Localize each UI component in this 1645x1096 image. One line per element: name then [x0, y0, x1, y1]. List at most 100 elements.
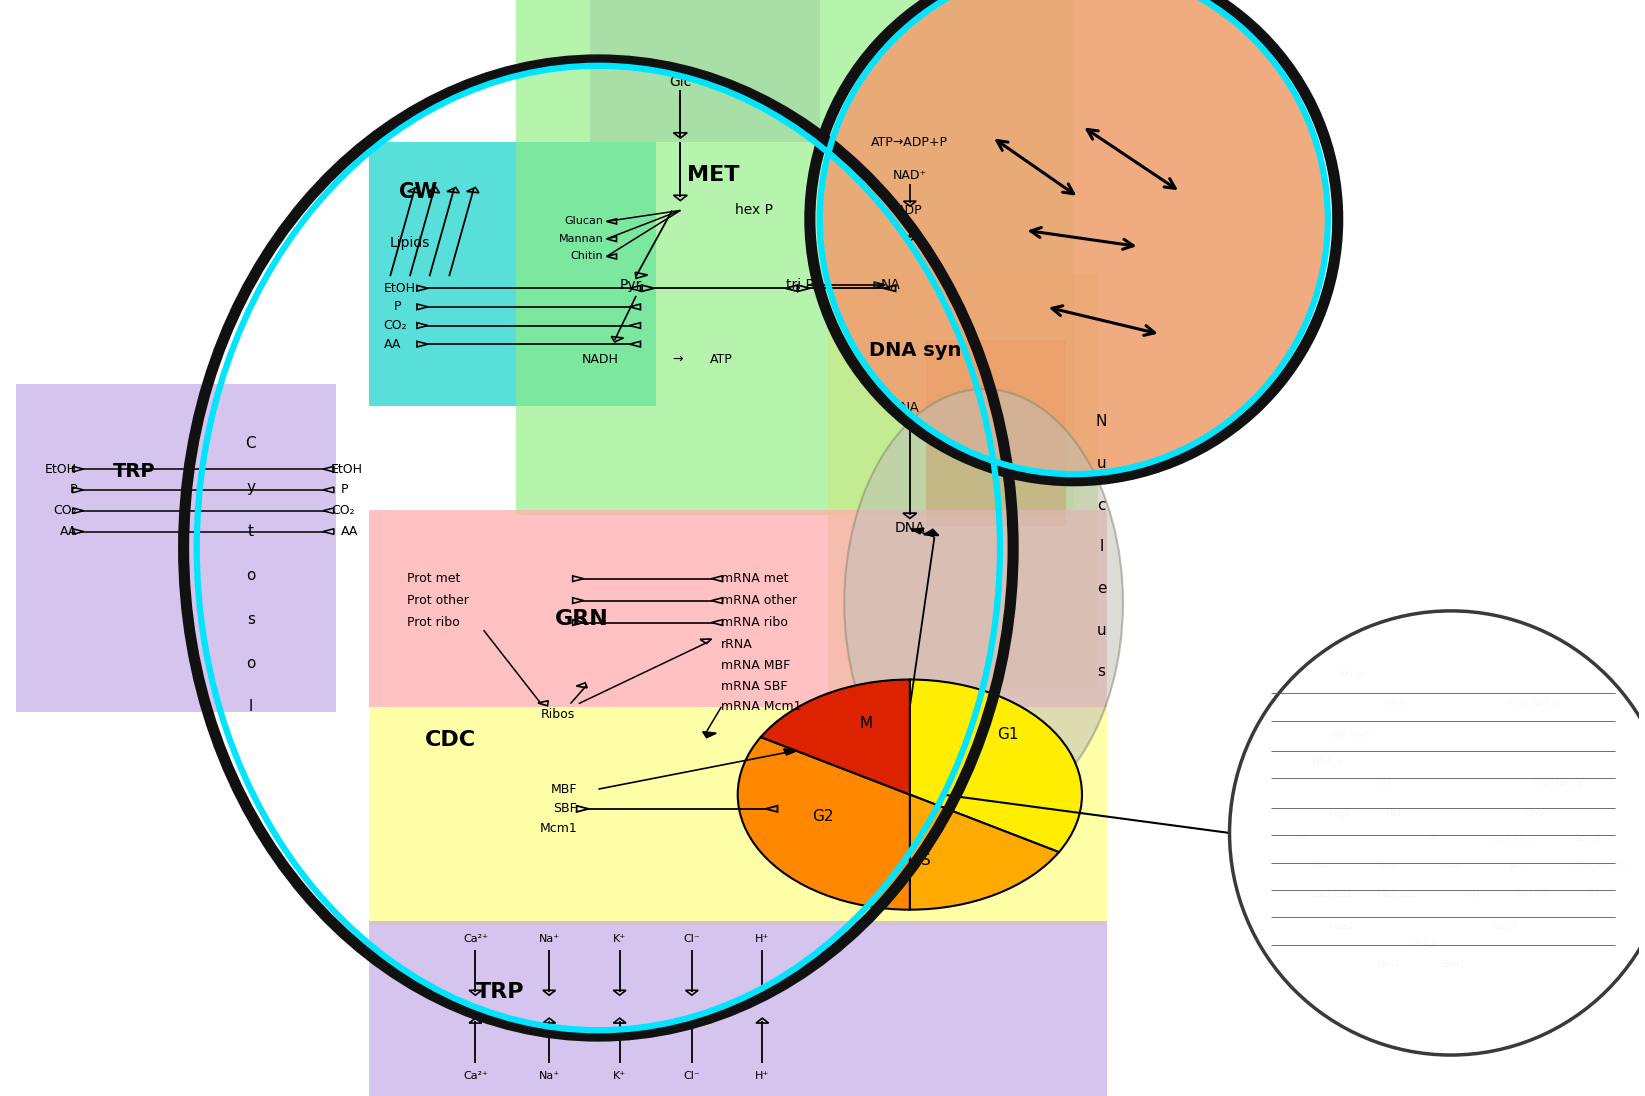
- Text: Na⁺: Na⁺: [538, 1071, 559, 1082]
- Text: c: c: [1097, 498, 1105, 513]
- Text: ADP: ADP: [897, 204, 923, 217]
- Text: TRP: TRP: [475, 982, 525, 1002]
- Text: G1: G1: [997, 727, 1018, 742]
- Text: Clb3_Sic1: Clb3_Sic1: [1311, 889, 1352, 898]
- Ellipse shape: [844, 389, 1124, 817]
- Text: EtOH: EtOH: [44, 463, 77, 476]
- Text: y: y: [247, 480, 255, 495]
- Bar: [368, 707, 1107, 926]
- Text: Cln3: Cln3: [1385, 699, 1405, 708]
- Text: Cln2_Far1_p: Cln2_Far1_p: [1533, 779, 1584, 788]
- Text: EtOH: EtOH: [383, 282, 416, 295]
- Text: Cdc14: Cdc14: [1492, 922, 1518, 931]
- Wedge shape: [910, 795, 1059, 910]
- Text: Cl⁻: Cl⁻: [683, 1071, 701, 1082]
- Text: Cl⁻: Cl⁻: [683, 934, 701, 945]
- Text: CW: CW: [400, 182, 438, 202]
- Text: Sic1: Sic1: [1508, 861, 1525, 870]
- Text: mRNA ribo: mRNA ribo: [721, 616, 788, 629]
- Text: Clb5_Sic1_Hp: Clb5_Sic1_Hp: [1574, 861, 1630, 870]
- Ellipse shape: [819, 0, 1328, 475]
- Bar: [368, 510, 1107, 707]
- Text: Sic1_p: Sic1_p: [1574, 834, 1601, 843]
- Text: Mihi1: Mihi1: [1377, 960, 1400, 969]
- Text: u: u: [1097, 623, 1107, 638]
- Wedge shape: [760, 680, 910, 795]
- Text: AA: AA: [59, 525, 77, 538]
- Bar: [926, 340, 1066, 526]
- Bar: [827, 274, 1099, 690]
- Bar: [591, 0, 819, 142]
- Text: l: l: [1099, 539, 1104, 555]
- Polygon shape: [783, 749, 796, 755]
- Text: MBF: MBF: [551, 783, 577, 796]
- Wedge shape: [737, 737, 910, 910]
- Text: Cln2: Cln2: [1374, 779, 1393, 788]
- Bar: [368, 142, 656, 406]
- Text: mRNA other: mRNA other: [721, 594, 798, 607]
- Text: Pyr: Pyr: [620, 278, 642, 292]
- Polygon shape: [911, 528, 924, 534]
- Text: Mcm1: Mcm1: [1328, 922, 1354, 931]
- Text: Hog1: Hog1: [1459, 889, 1480, 898]
- Wedge shape: [910, 680, 1082, 853]
- Text: Lipids: Lipids: [390, 237, 429, 250]
- Text: CO₂: CO₂: [331, 504, 355, 517]
- Text: GRN: GRN: [554, 609, 609, 629]
- Text: e: e: [1097, 581, 1107, 596]
- Text: DNA syn: DNA syn: [869, 341, 961, 361]
- Text: s: s: [1097, 664, 1105, 680]
- Text: Clb5_Sic1: Clb5_Sic1: [1492, 834, 1533, 843]
- Text: M: M: [859, 716, 872, 731]
- Text: K⁺: K⁺: [614, 1071, 627, 1082]
- Text: SBF: SBF: [553, 802, 577, 815]
- Text: Mcm1: Mcm1: [540, 822, 577, 835]
- Bar: [16, 384, 336, 712]
- Text: s: s: [247, 612, 255, 627]
- Text: Whi5_p: Whi5_p: [1311, 757, 1342, 766]
- Polygon shape: [924, 529, 939, 536]
- Text: SBF_Wn5: SBF_Wn5: [1331, 730, 1370, 739]
- Text: N: N: [1096, 414, 1107, 430]
- Text: MBF: MBF: [1385, 809, 1403, 818]
- Text: CO₂: CO₂: [383, 319, 408, 332]
- Text: Glucan: Glucan: [564, 216, 604, 227]
- Ellipse shape: [1229, 610, 1645, 1055]
- Text: CO₂: CO₂: [53, 504, 77, 517]
- Text: H⁺: H⁺: [755, 1071, 770, 1082]
- Text: Mannan: Mannan: [559, 233, 604, 244]
- Text: hex P: hex P: [735, 204, 773, 217]
- Text: NA: NA: [900, 401, 920, 414]
- Text: mRNA SBF: mRNA SBF: [721, 680, 788, 693]
- Text: Sic1_Hp: Sic1_Hp: [1517, 889, 1550, 898]
- Text: Clb2_Sic1: Clb2_Sic1: [1377, 889, 1418, 898]
- Text: Clb2_p: Clb2_p: [1410, 938, 1438, 947]
- Text: mRNA Mcm1: mRNA Mcm1: [721, 700, 801, 713]
- Text: Clb3: Clb3: [1377, 861, 1397, 870]
- Text: G2: G2: [813, 809, 834, 824]
- Text: NA: NA: [880, 278, 900, 292]
- Bar: [368, 921, 1107, 1096]
- Text: NADH: NADH: [582, 353, 619, 366]
- Text: →: →: [671, 353, 683, 366]
- Bar: [517, 0, 1074, 515]
- Text: Hog1: Hog1: [1328, 809, 1351, 818]
- Text: Ribos: Ribos: [540, 708, 574, 721]
- Text: P: P: [69, 483, 77, 496]
- Text: P: P: [341, 483, 349, 496]
- Text: AA: AA: [383, 338, 401, 351]
- Text: Ca²⁺: Ca²⁺: [462, 1071, 489, 1082]
- Text: Clb5: Clb5: [1525, 809, 1543, 818]
- Text: TRP: TRP: [114, 461, 156, 481]
- Text: P: P: [393, 300, 401, 313]
- Text: Clb5: Clb5: [1582, 889, 1601, 898]
- Text: Ca²⁺: Ca²⁺: [462, 934, 489, 945]
- Text: mRNA MBF: mRNA MBF: [721, 659, 791, 672]
- Text: rRNA: rRNA: [721, 638, 753, 651]
- Polygon shape: [702, 732, 716, 738]
- Text: APC: APC: [1295, 834, 1311, 843]
- Text: Cln3_Far1_p: Cln3_Far1_p: [1508, 699, 1559, 708]
- Text: u: u: [1097, 456, 1107, 471]
- Text: MET: MET: [688, 165, 739, 185]
- Text: t: t: [248, 524, 253, 539]
